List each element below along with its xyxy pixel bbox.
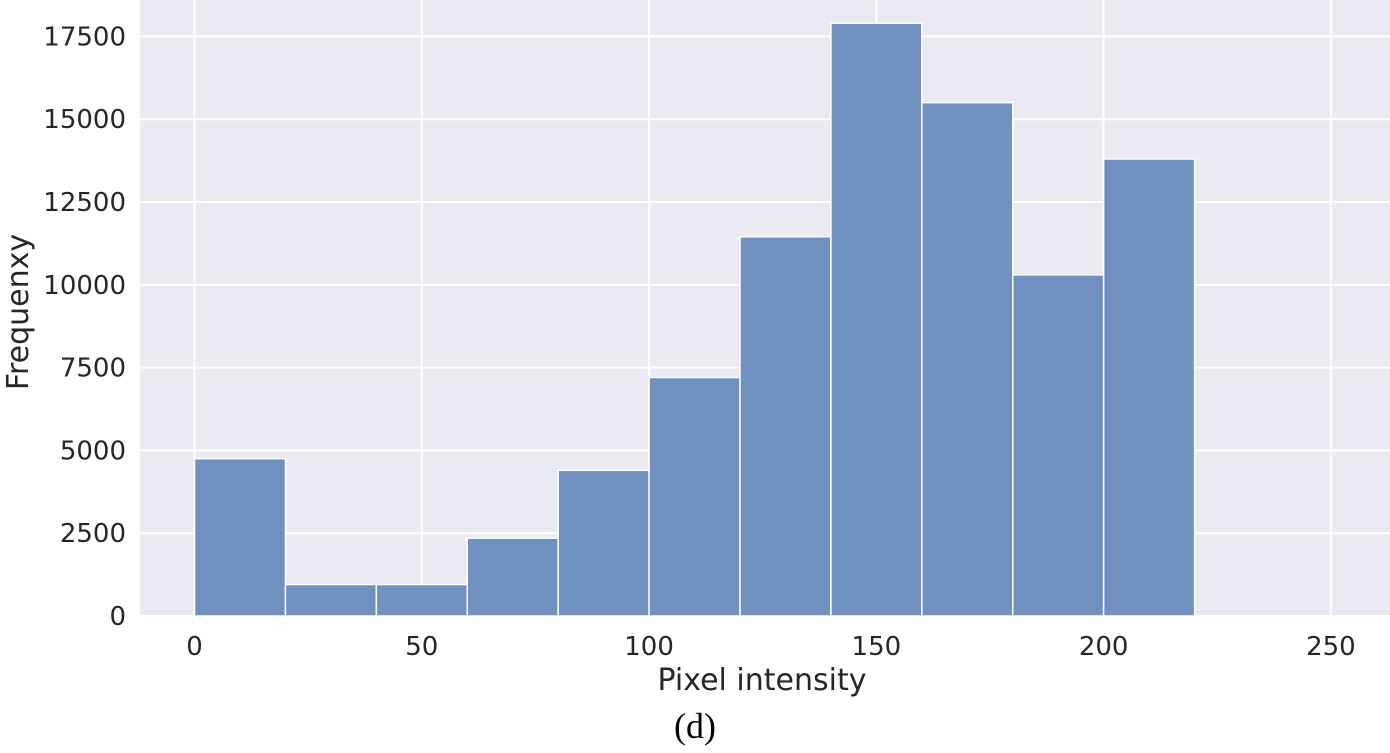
x-tick-label: 150 [852, 632, 902, 662]
y-tick-label: 5000 [60, 436, 126, 466]
x-tick-label: 50 [405, 632, 438, 662]
histogram-bar [830, 22, 923, 617]
histogram-bar [1102, 158, 1196, 617]
histogram-bar [193, 457, 287, 617]
y-tick-label: 10000 [43, 271, 126, 301]
histogram-bar [284, 583, 378, 617]
histogram-bar [739, 236, 832, 617]
x-axis-title: Pixel intensity [658, 663, 867, 698]
histogram-bar [557, 469, 650, 617]
y-tick-labels: 0 2500 5000 7500 10000 12500 15000 17500 [43, 22, 126, 632]
y-tick-label: 7500 [60, 354, 126, 384]
y-tick-label: 2500 [60, 519, 126, 549]
x-tick-labels: 0 50 100 150 200 250 [186, 632, 1355, 662]
y-axis-title: Frequenxy [1, 234, 36, 390]
x-tick-label: 200 [1079, 632, 1129, 662]
figure-caption: (d) [674, 706, 716, 746]
histogram-bar [466, 537, 559, 617]
histogram-bar [1011, 274, 1105, 617]
x-tick-label: 0 [186, 632, 203, 662]
histogram-bar [648, 376, 741, 617]
x-tick-label: 100 [624, 632, 674, 662]
y-tick-label: 12500 [43, 188, 126, 218]
y-tick-label: 17500 [43, 22, 126, 52]
histogram-bars [193, 22, 1196, 617]
y-tick-label: 15000 [43, 105, 126, 135]
x-tick-label: 250 [1306, 632, 1356, 662]
histogram-bar [375, 583, 469, 617]
histogram-bar [921, 101, 1014, 617]
y-tick-label: 0 [109, 602, 126, 632]
